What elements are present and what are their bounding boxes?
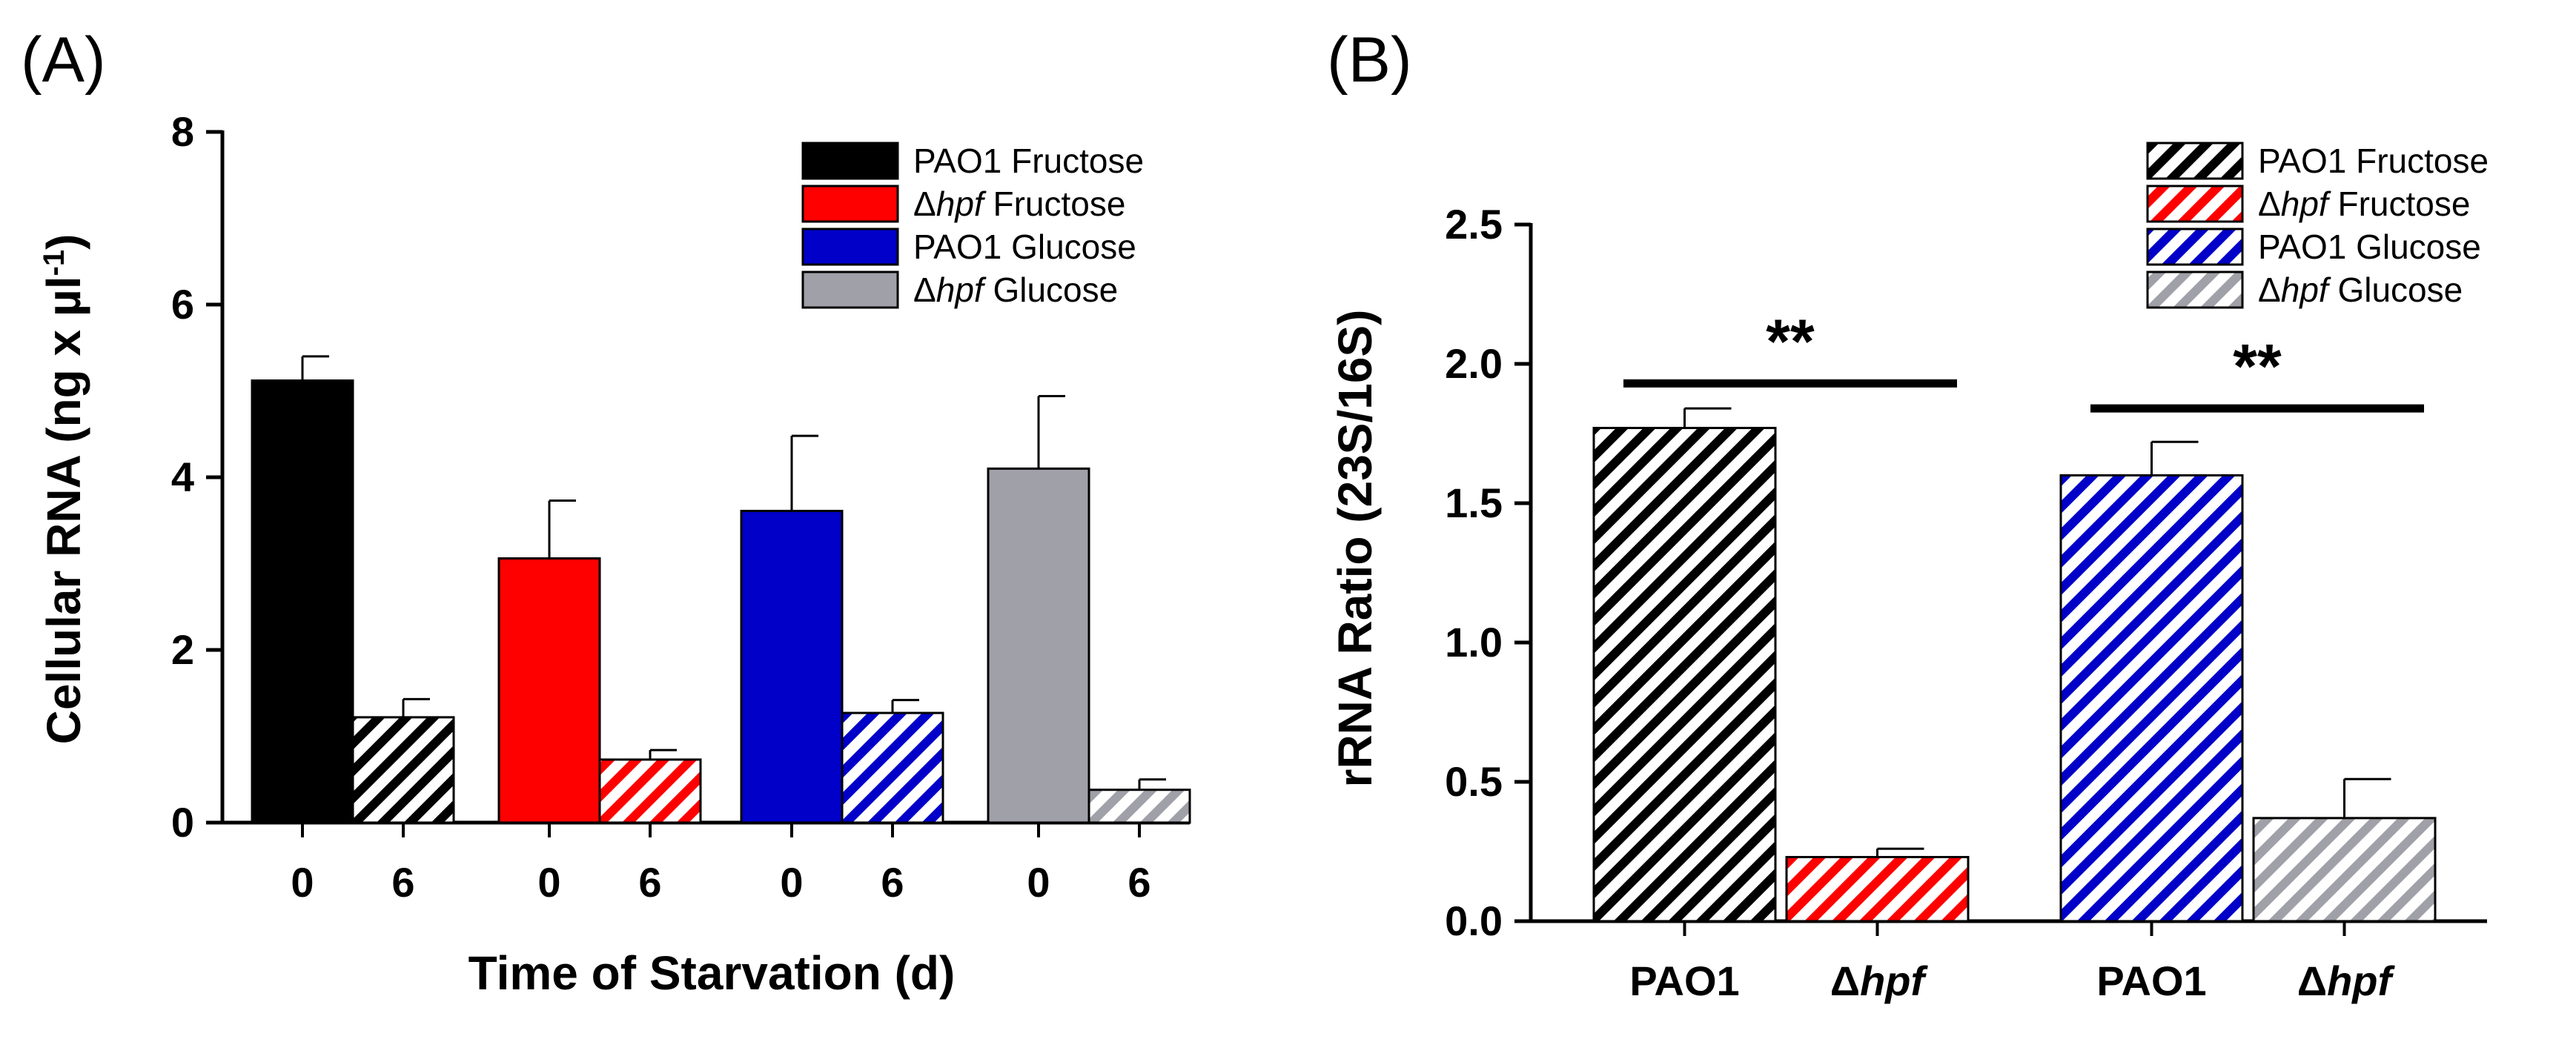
panel-b-bar xyxy=(1785,856,1970,923)
panel-b-legend-swatch xyxy=(2146,185,2244,223)
panel-a-label: (A) xyxy=(21,24,106,96)
panel-b-x-tick-label: Δhpf xyxy=(1830,957,1929,1004)
panel-b-legend-swatch xyxy=(2146,228,2244,266)
panel-a: (A) Cellular RNA (ng x µl-1) Time of Sta… xyxy=(21,24,1191,1000)
panel-a-y-tick-label: 8 xyxy=(171,108,194,155)
panel-b-y-tick-label: 0.0 xyxy=(1445,897,1503,944)
panel-b-legend-swatch xyxy=(2146,270,2244,309)
panel-b-x-tick-label: Δhpf xyxy=(2297,957,2396,1004)
panel-a-bar xyxy=(497,557,601,824)
panel-b-x-tick-label: PAO1 xyxy=(2096,957,2206,1004)
panel-a-y-tick-label: 0 xyxy=(171,799,194,846)
panel-b-significance: ** ** xyxy=(1623,306,2424,413)
panel-a-bar xyxy=(1087,789,1191,824)
panel-a-x-tick-label: 6 xyxy=(638,859,661,906)
panel-b-legend-label: Δhpf Glucose xyxy=(2258,270,2463,309)
panel-a-x-tick-label: 6 xyxy=(1128,859,1150,906)
panel-b-legend-swatch xyxy=(2146,142,2244,180)
panel-a-bar xyxy=(251,379,354,824)
panel-a-bar xyxy=(841,711,944,824)
panel-b-y-tick-label: 2.0 xyxy=(1445,340,1503,387)
panel-a-x-ticks: 0 6 0 6 0 6 0 6 xyxy=(291,823,1151,906)
panel-b-bar xyxy=(1592,426,1777,923)
panel-b-y-tick-label: 1.0 xyxy=(1445,619,1503,665)
panel-b-legend-label: PAO1 Glucose xyxy=(2258,228,2481,266)
panel-a-y-tick-label: 2 xyxy=(171,626,194,673)
panel-b-bar xyxy=(2059,474,2244,923)
panel-a-x-tick-label: 0 xyxy=(780,859,803,906)
panel-b-y-axis-title: rRNA Ratio (23S/16S) xyxy=(1328,310,1382,788)
panel-b-legend: PAO1 Fructose Δhpf Fructose PAO1 Glucose Δh… xyxy=(2146,142,2489,309)
panel-b-bars xyxy=(1592,407,2437,923)
panel-a-x-axis-title: Time of Starvation (d) xyxy=(468,946,956,1000)
panel-b-bar xyxy=(2252,817,2437,923)
panel-b-significance-label: ** xyxy=(2233,331,2282,401)
panel-a-x-tick-label: 0 xyxy=(291,859,314,906)
panel-a-bars xyxy=(251,355,1191,824)
panel-a-y-tick-label: 4 xyxy=(171,454,194,500)
panel-a-legend-label: Δhpf Fructose xyxy=(913,185,1125,223)
panel-a-legend-label: PAO1 Glucose xyxy=(913,228,1136,266)
panel-b-y-tick-label: 1.5 xyxy=(1445,479,1503,526)
panel-b-y-tick-label: 0.5 xyxy=(1445,758,1503,805)
panel-b-x-ticks: PAO1 Δhpf PAO1 Δhpf xyxy=(1629,921,2396,1004)
panel-b-significance-label: ** xyxy=(1766,306,1815,376)
panel-a-x-tick-label: 6 xyxy=(391,859,414,906)
panel-a-legend-swatch xyxy=(801,142,899,180)
panel-a-legend-swatch xyxy=(801,185,899,223)
panel-a-bar xyxy=(987,467,1090,824)
panel-a-legend-swatch xyxy=(801,270,899,309)
panel-a-legend-label: PAO1 Fructose xyxy=(913,142,1144,180)
panel-b-legend-label: PAO1 Fructose xyxy=(2258,142,2489,180)
panel-b-label: (B) xyxy=(1327,24,1412,96)
panel-a-x-tick-label: 0 xyxy=(537,859,560,906)
panel-a-legend-label: Δhpf Glucose xyxy=(913,270,1118,309)
panel-a-bar xyxy=(598,758,702,824)
panel-b-x-tick-label: PAO1 xyxy=(1629,957,1739,1004)
panel-a-x-tick-label: 0 xyxy=(1027,859,1050,906)
panel-a-legend: PAO1 Fructose Δhpf Fructose PAO1 Glucose Δh… xyxy=(801,142,1144,309)
panel-a-x-tick-label: 6 xyxy=(881,859,904,906)
panel-b: (B) rRNA Ratio (23S/16S) 0.0 0.5 1.0 1.5 2.0… xyxy=(1327,24,2489,1004)
panel-a-bar xyxy=(351,716,455,824)
panel-b-y-tick-label: 2.5 xyxy=(1445,201,1503,248)
panel-a-bar xyxy=(740,509,844,824)
panel-a-y-axis-title: Cellular RNA (ng x µl-1) xyxy=(37,234,90,745)
panel-a-legend-swatch xyxy=(801,228,899,266)
panel-a-y-tick-label: 6 xyxy=(171,281,194,328)
panel-b-legend-label: Δhpf Fructose xyxy=(2258,185,2470,223)
